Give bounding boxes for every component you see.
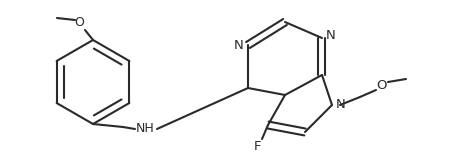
Text: O: O [376,79,387,92]
Text: NH: NH [135,123,154,136]
Text: N: N [326,28,335,41]
Text: N: N [336,99,345,112]
Text: N: N [234,39,244,52]
Text: O: O [74,16,84,28]
Text: F: F [253,140,261,153]
